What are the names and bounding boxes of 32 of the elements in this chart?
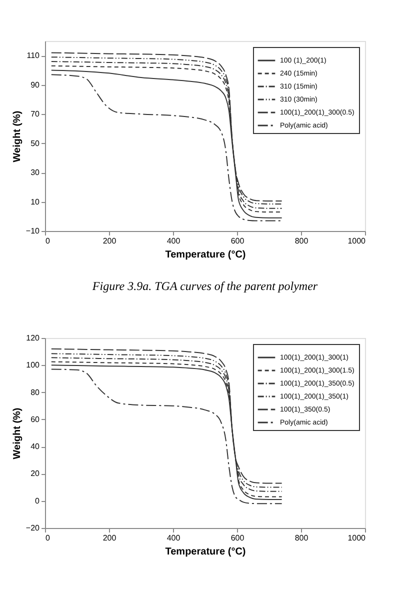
y-tick-label: 80 — [30, 388, 40, 397]
y-tick-label: 30 — [30, 168, 40, 178]
y-tick-label: 40 — [30, 442, 40, 452]
x-tick-label: 400 — [166, 236, 181, 246]
x-tick-label: 200 — [102, 236, 117, 246]
y-axis-title: Weight (%) — [12, 408, 23, 460]
x-axis-title: Temperature (°C) — [165, 250, 246, 260]
x-tick-label: 0 — [46, 236, 50, 246]
caption: Figure 3.9a. TGA curves of the parent polymer — [91, 279, 318, 293]
y-tick-label: 10 — [30, 197, 40, 206]
y-tick-label: 110 — [26, 51, 40, 60]
y-tick-label: 0 — [35, 496, 40, 506]
x-tick-label: 800 — [294, 534, 309, 542]
y-tick-label: 70 — [30, 110, 40, 119]
x-tick-label: 800 — [294, 236, 309, 246]
y-tick-label: 20 — [30, 469, 40, 478]
y-tick-label: −10 — [26, 226, 40, 236]
x-tick-label: 0 — [46, 534, 50, 542]
x-axis-title: Temperature (°C) — [165, 546, 246, 558]
y-tick-label: 90 — [30, 80, 40, 90]
x-tick-label: 1000 — [348, 534, 366, 542]
y-tick-label: 60 — [30, 414, 40, 424]
x-tick-label: 400 — [166, 534, 181, 542]
y-tick-label: 120 — [26, 334, 40, 342]
y-tick-label: −20 — [26, 524, 40, 532]
y-axis-title: Weight (%) — [12, 110, 23, 162]
x-tick-label: 200 — [102, 534, 117, 542]
x-tick-label: 600 — [230, 534, 245, 542]
x-tick-label: 600 — [230, 236, 245, 246]
y-tick-label: 50 — [30, 138, 40, 148]
y-tick-label: 100 — [26, 360, 40, 370]
x-tick-label: 1000 — [348, 236, 366, 246]
